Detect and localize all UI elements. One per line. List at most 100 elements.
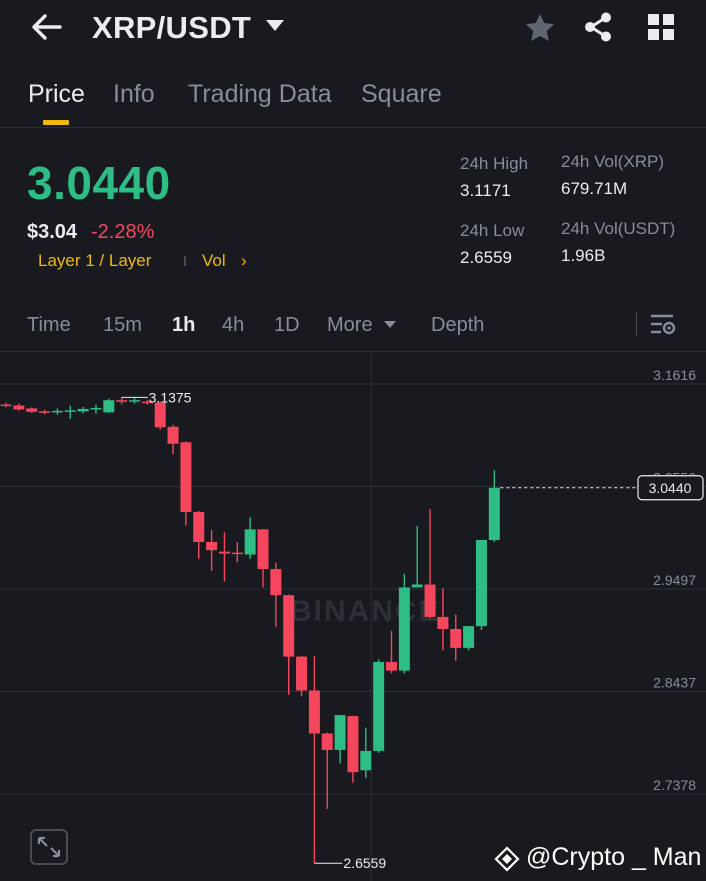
last-price-tag <box>637 475 704 501</box>
chevron-right-icon[interactable]: › <box>241 251 247 270</box>
candle-body <box>296 656 308 691</box>
interval-4h[interactable]: 4h <box>222 314 245 336</box>
candle-body <box>360 750 372 771</box>
candle-body <box>373 661 385 751</box>
low-marker-label: 2.6559 <box>343 855 386 871</box>
stat-low-value: 2.6559 <box>460 248 512 267</box>
stat-vol-xrp-value: 679.71M <box>561 179 628 198</box>
y-tick-label: 3.1616 <box>653 367 696 383</box>
category-tag[interactable]: Layer 1 / Layer <box>38 251 152 270</box>
candle-body <box>218 551 230 554</box>
interval-depth[interactable]: Depth <box>431 314 485 336</box>
candle-up <box>334 715 346 764</box>
candle-down <box>321 732 333 809</box>
star-icon[interactable] <box>524 12 556 44</box>
binance-watermark: BINANCE <box>290 595 441 628</box>
back-arrow-icon[interactable] <box>30 12 64 42</box>
pair-title[interactable]: XRP/USDT <box>92 10 252 45</box>
tab-square[interactable]: Square <box>361 80 442 108</box>
candle-body <box>206 541 218 551</box>
candle-down <box>450 614 462 661</box>
candle-up <box>129 397 140 404</box>
y-tick-label: 2.7378 <box>653 777 696 793</box>
share-icon[interactable] <box>582 11 614 43</box>
candle-down <box>141 399 153 405</box>
chart-settings-icon[interactable] <box>649 312 677 338</box>
candle-down <box>347 715 359 783</box>
stat-low-label: 24h Low <box>460 221 525 240</box>
candle-body <box>463 626 475 648</box>
grid-icon[interactable] <box>648 14 674 40</box>
tag-divider <box>184 256 186 266</box>
candle-up <box>475 540 487 630</box>
candle-body <box>450 629 462 648</box>
candle-down <box>154 401 166 430</box>
candle-down <box>308 656 320 864</box>
candle-body <box>193 511 205 542</box>
candle-down <box>283 594 295 695</box>
candle-up <box>244 517 256 559</box>
candle-down <box>257 529 269 588</box>
interval-more[interactable]: More <box>327 314 373 336</box>
candle-body <box>231 552 243 555</box>
stat-vol-xrp-label: 24h Vol(XRP) <box>561 152 664 171</box>
candle-up <box>411 525 423 588</box>
candle-down <box>231 541 243 563</box>
candle-body <box>244 529 256 555</box>
candle-down <box>167 424 179 455</box>
candle-body <box>475 540 487 627</box>
high-marker-label: 3.1375 <box>149 389 192 405</box>
candle-down <box>270 562 282 628</box>
vol-tag[interactable]: Vol <box>202 251 226 270</box>
candle-down <box>39 409 51 415</box>
candle-body <box>437 616 449 630</box>
candle-down <box>26 407 38 413</box>
interval-1d[interactable]: 1D <box>274 314 300 336</box>
candle-up <box>103 398 115 414</box>
candle-down <box>437 588 449 651</box>
candle-body <box>39 411 51 413</box>
tab-price[interactable]: Price <box>28 80 85 108</box>
candle-body <box>180 442 192 512</box>
candle-body <box>321 733 333 750</box>
candle-body <box>141 401 153 404</box>
candle-body <box>26 408 38 412</box>
expand-chart-button[interactable] <box>30 829 68 865</box>
candle-up <box>64 405 76 420</box>
expand-icon <box>37 836 61 858</box>
tab-info[interactable]: Info <box>113 80 155 108</box>
tab-bar: Price Info Trading Data Square <box>0 62 706 128</box>
candle-body <box>0 404 12 407</box>
active-tab-indicator <box>43 120 69 125</box>
tab-trading-data[interactable]: Trading Data <box>188 80 332 108</box>
last-price-tag-label: 3.0440 <box>649 480 692 496</box>
candle-up <box>488 470 500 542</box>
candle-body <box>347 716 359 773</box>
candle-body <box>51 410 63 413</box>
stat-high-label: 24h High <box>460 154 529 173</box>
candle-up <box>463 626 475 651</box>
interval-bar: Time 15m 1h 4h 1D More Depth <box>0 300 706 352</box>
candle-body <box>13 405 25 410</box>
candle-up <box>373 659 385 753</box>
usd-price: $3.04 <box>27 221 78 243</box>
candle-body <box>488 487 500 541</box>
y-tick-label: 2.8437 <box>653 675 696 691</box>
last-price: 3.0440 <box>27 157 171 209</box>
stat-vol-usdt-label: 24h Vol(USDT) <box>561 219 676 238</box>
candle-body <box>398 587 410 671</box>
dropdown-caret-icon[interactable] <box>266 20 284 31</box>
candle-body <box>334 715 346 750</box>
interval-15m[interactable]: 15m <box>103 314 142 336</box>
candle-body <box>270 569 282 596</box>
candle-body <box>283 595 295 657</box>
interval-divider <box>636 312 637 336</box>
candle-body <box>90 407 102 410</box>
interval-1h[interactable]: 1h <box>172 314 196 336</box>
more-caret-icon[interactable] <box>384 321 396 328</box>
candle-body <box>386 661 397 671</box>
candle-down <box>206 529 218 571</box>
interval-time[interactable]: Time <box>27 314 71 336</box>
